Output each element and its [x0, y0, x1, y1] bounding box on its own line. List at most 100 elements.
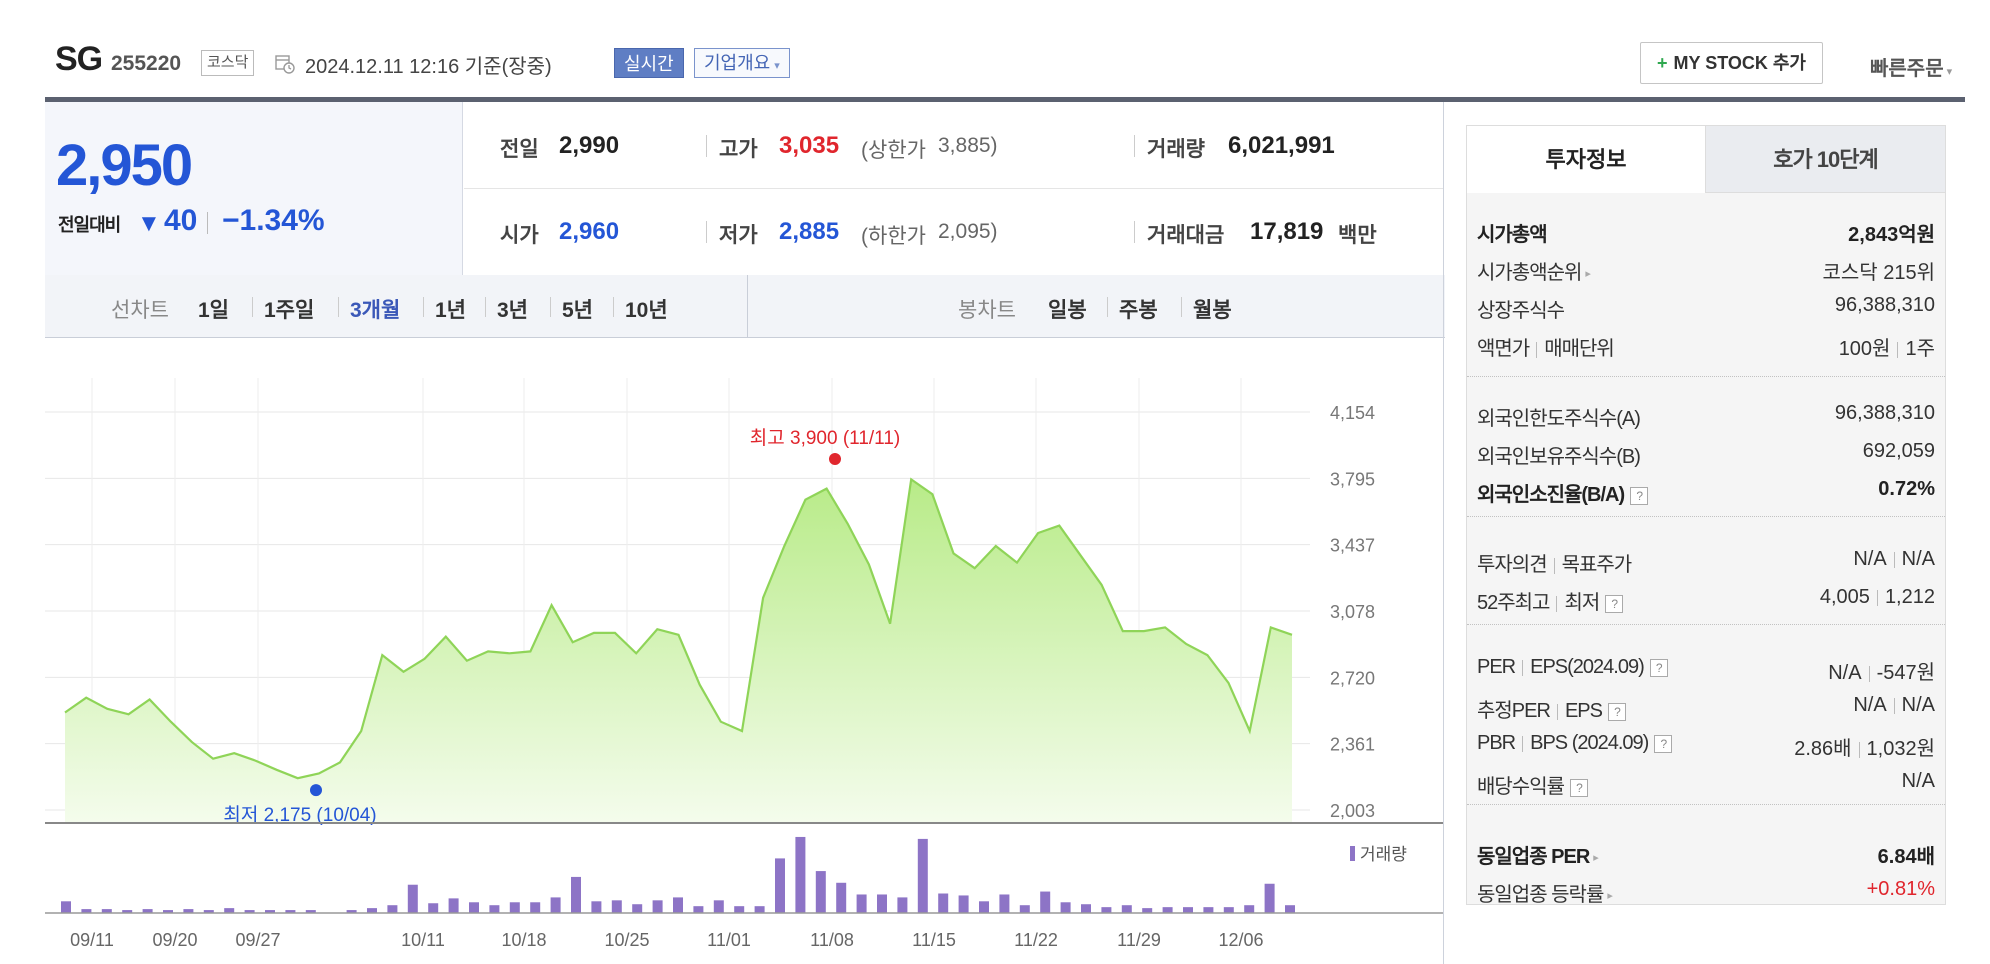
high-label: 고가	[719, 138, 758, 161]
period-1[interactable]: 1일	[198, 299, 229, 322]
help-icon[interactable]: ?	[1607, 702, 1626, 721]
high-point	[829, 452, 841, 465]
volume-bar	[367, 908, 377, 913]
volume-bar	[183, 909, 194, 913]
divider	[1467, 624, 1945, 625]
tab-investment-info[interactable]: 투자정보	[1467, 126, 1705, 193]
invest-label[interactable]: 동일업종 등락률 ▸	[1477, 878, 1613, 907]
realtime-button[interactable]: 실시간	[614, 48, 684, 78]
prev-close-value: 2,990	[559, 132, 620, 159]
invest-label: PBR BPS (2024.09)?	[1477, 732, 1673, 755]
invest-value-text: N/A	[1901, 770, 1935, 792]
invest-label-text: EPS	[1564, 700, 1603, 722]
volume-bar	[1101, 907, 1112, 913]
prev-close-label: 전일	[500, 138, 539, 161]
divider	[1134, 135, 1135, 157]
invest-value: N/A	[1902, 770, 1935, 793]
invest-value: 6.84배	[1878, 840, 1935, 869]
volume-bar	[571, 876, 581, 913]
volume-bar	[407, 884, 418, 913]
volume-bar	[836, 882, 847, 913]
period-6[interactable]: 5년	[562, 299, 593, 322]
divider	[1522, 735, 1524, 752]
price-chart[interactable]: 4,154 3,795 3,437 3,078 2,720 2,361 2,003 최고 3,…	[45, 338, 1443, 964]
candle-1[interactable]: 일봉	[1048, 299, 1087, 322]
tab-order-book[interactable]: 호가 10단계	[1705, 126, 1945, 193]
invest-value-text: +0.81%	[1866, 878, 1935, 900]
y-tick-label: 2,720	[1330, 668, 1375, 688]
candle-2[interactable]: 주봉	[1119, 299, 1158, 322]
invest-value-text: 코스닥 215위	[1822, 262, 1935, 284]
high-label: 최고 3,900 (11/11)	[750, 427, 900, 449]
volume-bar	[142, 909, 153, 913]
volume-bar	[1142, 908, 1153, 913]
divider	[1467, 516, 1945, 517]
volume-bar	[346, 910, 357, 913]
volume-bar	[428, 903, 439, 913]
invest-label-text: 액면가	[1477, 338, 1530, 360]
period-4[interactable]: 1년	[435, 299, 466, 322]
invest-label-text: 매매단위	[1544, 338, 1615, 360]
help-icon[interactable]: ?	[1649, 658, 1668, 677]
invest-label[interactable]: 시가총액순위 ▸	[1477, 256, 1591, 285]
company-overview-dropdown[interactable]: 기업개요 ▾	[694, 48, 790, 78]
volume-bar	[509, 902, 520, 913]
help-icon[interactable]: ?	[1654, 734, 1673, 753]
arrow-right-icon: ▸	[1607, 890, 1612, 903]
invest-value-text: N/A	[1901, 694, 1935, 716]
market-badge: 코스닥	[201, 50, 255, 76]
divider	[338, 297, 339, 317]
volume-bar	[469, 902, 479, 913]
divider	[1897, 341, 1899, 358]
period-2[interactable]: 1주일	[264, 299, 315, 322]
volume-bar	[652, 900, 663, 913]
x-tick-label: 09/11	[70, 930, 114, 950]
volume-bar	[693, 906, 704, 913]
chart-period-bar	[45, 275, 1445, 338]
divider	[1467, 804, 1945, 805]
period-5[interactable]: 3년	[497, 299, 528, 322]
volume-bar	[877, 894, 887, 913]
volume-bar	[387, 905, 398, 913]
period-7[interactable]: 10년	[625, 299, 668, 322]
invest-label[interactable]: 동일업종 PER ▸	[1477, 840, 1599, 869]
x-tick-label: 11/08	[810, 930, 854, 950]
volume-value: 6,021,991	[1228, 132, 1335, 159]
divider	[1893, 697, 1895, 714]
invest-label-text: 시가총액	[1477, 224, 1548, 246]
volume-bar	[1162, 907, 1173, 913]
lower-limit-label: (하한가	[861, 225, 926, 248]
help-icon[interactable]: ?	[1630, 486, 1649, 505]
volume-legend-swatch	[1350, 846, 1355, 861]
candle-3[interactable]: 월봉	[1193, 299, 1232, 322]
invest-label: 상장주식수	[1477, 294, 1565, 323]
x-tick-label: 09/27	[235, 930, 280, 950]
quick-order-dropdown[interactable]: 빠른주문 ▾	[1870, 52, 1952, 81]
invest-label-text: 시가총액순위	[1477, 262, 1582, 284]
invest-label-text: 추정PER	[1477, 700, 1551, 722]
y-tick-label: 3,795	[1330, 469, 1375, 489]
invest-value-text: 4,005	[1819, 586, 1870, 608]
volume-bar	[734, 906, 745, 913]
invest-label: 시가총액	[1477, 218, 1548, 247]
amount-unit: 백만	[1338, 224, 1377, 247]
volume-bar	[999, 894, 1010, 913]
volume-bar	[81, 909, 92, 913]
divider	[550, 297, 551, 317]
volume-bar	[101, 909, 112, 913]
low-value: 2,885	[779, 218, 840, 245]
help-icon[interactable]: ?	[1605, 594, 1624, 613]
help-icon[interactable]: ?	[1570, 778, 1588, 797]
period-3[interactable]: 3개월	[350, 299, 401, 322]
price-area	[65, 479, 1292, 822]
header-divider	[45, 97, 1965, 102]
investment-info-panel	[1466, 125, 1946, 905]
volume-bar	[958, 895, 969, 913]
price-line	[64, 477, 1293, 780]
invest-value-text: 0.72%	[1878, 478, 1935, 500]
invest-value: N/A N/A	[1853, 548, 1935, 571]
invest-label-text: 배당수익률	[1477, 776, 1565, 798]
invest-value-text: 1,212	[1884, 586, 1935, 608]
volume-bar	[163, 910, 173, 913]
add-mystock-button[interactable]: + MY STOCK 추가	[1640, 42, 1823, 84]
